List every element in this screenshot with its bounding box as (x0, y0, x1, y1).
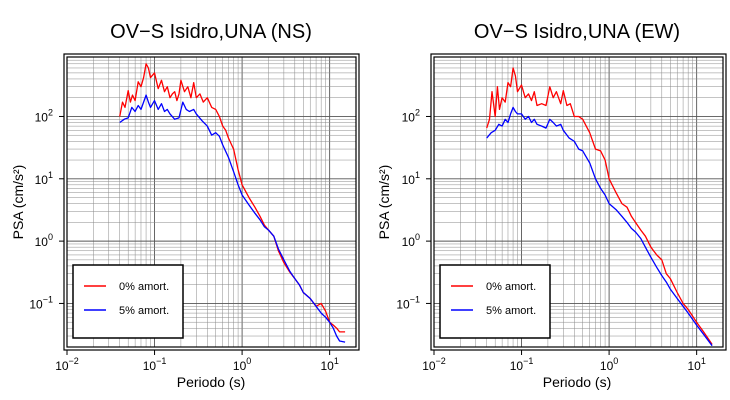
y-axis-label: PSA (cm/s²) (376, 165, 392, 240)
plot-border-inner (433, 56, 724, 348)
chart-title: OV−S Isidro,UNA (NS) (110, 21, 312, 43)
legend-label-1: 5% amort. (119, 305, 169, 317)
x-tick-label: 10−2 (55, 356, 79, 373)
x-axis-label: Periodo (s) (177, 374, 245, 390)
x-tick-label: 10−1 (143, 356, 167, 373)
chart-title: OV−S Isidro,UNA (EW) (474, 21, 680, 43)
chart-panel-ew: OV−S Isidro,UNA (EW) Periodo (s) PSA (cm… (376, 21, 727, 390)
plot-border-outer (63, 53, 360, 351)
series-line-0 (486, 67, 713, 345)
chart-panel-ns: OV−S Isidro,UNA (NS) Periodo (s) PSA (cm… (10, 21, 360, 390)
plot-border-outer (430, 53, 727, 351)
series-line-1 (486, 106, 713, 347)
plot-border-inner (66, 56, 357, 348)
x-tick-label: 101 (687, 356, 705, 373)
legend-label-0: 0% amort. (486, 281, 536, 293)
x-tick-label: 101 (320, 356, 338, 373)
x-tick-label: 100 (600, 356, 618, 373)
y-tick-label: 10−1 (29, 294, 53, 311)
y-tick-label: 101 (35, 170, 53, 187)
legend: 0% amort. 5% amort. (72, 264, 184, 339)
series-line-1 (119, 94, 346, 343)
series-lines (119, 63, 346, 343)
x-axis-label: Periodo (s) (543, 374, 611, 390)
y-tick-label: 102 (402, 107, 420, 124)
x-tick-label: 10−1 (510, 356, 534, 373)
legend-box (72, 264, 184, 339)
y-tick-label: 100 (402, 232, 420, 249)
y-tick-label: 101 (402, 170, 420, 187)
series-lines (486, 67, 713, 347)
y-tick-label: 102 (35, 107, 53, 124)
legend-label-0: 0% amort. (119, 281, 169, 293)
legend-label-1: 5% amort. (486, 305, 536, 317)
y-tick-label: 10−1 (396, 294, 420, 311)
y-tick-label: 100 (35, 232, 53, 249)
plot-frame (430, 53, 727, 351)
plot-frame (63, 53, 360, 351)
x-tick-label: 100 (233, 356, 251, 373)
x-tick-label: 10−2 (422, 356, 446, 373)
legend-box (439, 264, 551, 339)
legend: 0% amort. 5% amort. (439, 264, 551, 339)
grid (434, 57, 723, 347)
y-axis-label: PSA (cm/s²) (10, 165, 26, 240)
